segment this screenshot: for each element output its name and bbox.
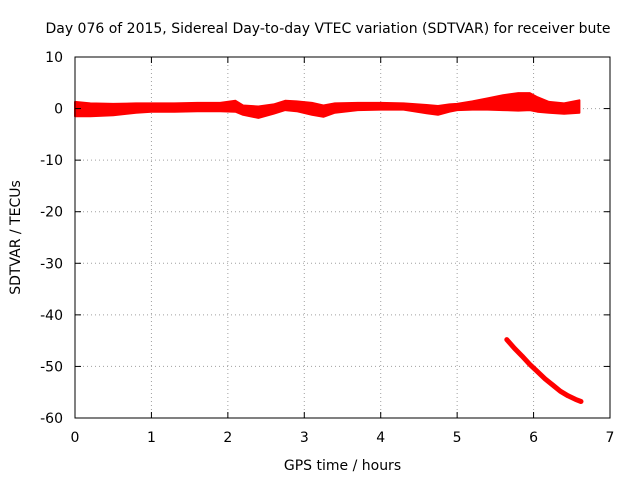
y-tick-label: -50	[40, 359, 63, 375]
y-tick-label: -40	[40, 308, 63, 324]
x-tick-label: 7	[606, 430, 615, 446]
series-line-descending	[504, 337, 584, 404]
y-tick-label: -60	[40, 411, 63, 427]
grid-lines	[75, 57, 610, 418]
y-axis-label: SDTVAR / TECUs	[8, 180, 24, 295]
x-axis-label: GPS time / hours	[284, 458, 401, 474]
series-layer	[74, 92, 584, 404]
chart-title: Day 076 of 2015, Sidereal Day-to-day VTE…	[45, 21, 610, 37]
x-tick-labels: 0 1 2 3 4 5 6 7	[71, 430, 615, 446]
series-band-near-zero	[74, 92, 581, 119]
x-tick-label: 3	[300, 430, 309, 446]
x-tick-label: 2	[223, 430, 232, 446]
plot-frame	[74, 56, 611, 419]
y-tick-label: 10	[45, 50, 63, 66]
y-tick-label: 0	[54, 102, 63, 118]
y-tick-labels: 10 0 -10 -20 -30 -40 -50 -60	[40, 50, 63, 427]
x-tick-label: 1	[147, 430, 156, 446]
y-tick-label: -10	[40, 153, 63, 169]
y-tick-label: -30	[40, 256, 63, 272]
x-tick-label: 6	[529, 430, 538, 446]
x-tick-label: 4	[376, 430, 385, 446]
y-tick-label: -20	[40, 205, 63, 221]
x-tick-label: 0	[71, 430, 80, 446]
x-tick-label: 5	[453, 430, 462, 446]
tick-marks	[74, 56, 611, 419]
